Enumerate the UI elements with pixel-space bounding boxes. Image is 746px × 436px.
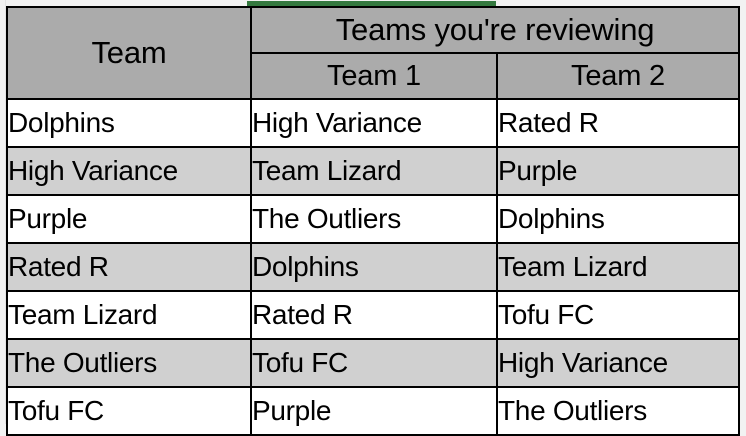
header-row-group: Team Teams you're reviewing [6, 6, 741, 100]
cell-team1[interactable]: Dolphins [250, 242, 498, 292]
cell-team1[interactable]: High Variance [250, 98, 498, 148]
table-row[interactable]: Team Lizard Rated R Tofu FC [6, 290, 741, 340]
table-row[interactable]: Purple The Outliers Dolphins [6, 194, 741, 244]
cell-team2[interactable]: Tofu FC [495, 290, 741, 340]
table-row[interactable]: High Variance Team Lizard Purple [6, 146, 741, 196]
column-header-team-2[interactable]: Team 2 [495, 52, 741, 100]
table-row[interactable]: The Outliers Tofu FC High Variance [6, 338, 741, 388]
cell-team[interactable]: Team Lizard [6, 290, 252, 340]
cell-team[interactable]: Dolphins [6, 98, 252, 148]
table-row[interactable]: Tofu FC Purple The Outliers [6, 386, 741, 436]
cell-team2[interactable]: Dolphins [495, 194, 741, 244]
table-row[interactable]: Dolphins High Variance Rated R [6, 98, 741, 148]
cell-team2[interactable]: The Outliers [495, 386, 741, 436]
header-row-sub: Team 1 Team 2 [7, 52, 741, 100]
teams-review-table: Team Teams you're reviewing Team 1 Team … [6, 6, 741, 436]
cell-team1[interactable]: Tofu FC [250, 338, 498, 388]
cell-team[interactable]: The Outliers [6, 338, 252, 388]
table-row[interactable]: Rated R Dolphins Team Lizard [6, 242, 741, 292]
cell-team2[interactable]: High Variance [495, 338, 741, 388]
cell-team[interactable]: Purple [6, 194, 252, 244]
cell-team1[interactable]: The Outliers [250, 194, 498, 244]
teams-review-table-wrapper: Team Teams you're reviewing Team 1 Team … [6, 6, 741, 436]
cell-team1[interactable]: Rated R [250, 290, 498, 340]
cell-team2[interactable]: Team Lizard [495, 242, 741, 292]
cell-team[interactable]: Rated R [6, 242, 252, 292]
table-header: Team Teams you're reviewing Team 1 Team … [6, 6, 741, 100]
cell-team2[interactable]: Rated R [495, 98, 741, 148]
column-header-team[interactable]: Team [6, 6, 252, 100]
sheet-left-gutter [0, 0, 6, 424]
table-body: Dolphins High Variance Rated R High Vari… [6, 98, 741, 436]
cell-team[interactable]: Tofu FC [6, 386, 252, 436]
cell-team1[interactable]: Team Lizard [250, 146, 498, 196]
column-group-header-teams-you-are-reviewing[interactable]: Teams you're reviewing [249, 6, 741, 54]
cell-team[interactable]: High Variance [6, 146, 252, 196]
active-column-accent-bar [247, 1, 496, 6]
column-header-team-1[interactable]: Team 1 [250, 52, 498, 100]
cell-team1[interactable]: Purple [250, 386, 498, 436]
cell-team2[interactable]: Purple [495, 146, 741, 196]
